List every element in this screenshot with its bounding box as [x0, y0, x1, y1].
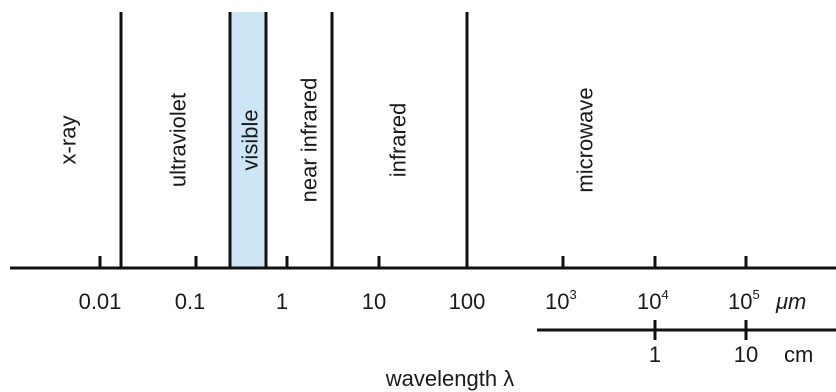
region-label-visible: visible	[238, 109, 263, 170]
region-label-near-infrared: near infrared	[297, 78, 322, 203]
tick-label-1e5-exponent: 5	[752, 287, 759, 302]
tick-label-1e3: 103	[545, 287, 577, 314]
tick-label-1e3-exponent: 3	[569, 287, 576, 302]
centimeter-ticks	[653, 320, 748, 340]
tick-label-1e4: 104	[637, 287, 669, 314]
centimeter-tick-labels: 1 10 cm	[649, 342, 813, 367]
axis-title: wavelength λ	[385, 366, 514, 391]
cm-tick-label-10: 10	[734, 342, 758, 367]
centimeter-unit-label: cm	[784, 342, 813, 367]
tick-label-1: 1	[276, 289, 288, 314]
region-label-ultraviolet: ultraviolet	[166, 93, 191, 187]
tick-label-10: 10	[362, 289, 386, 314]
micrometer-ticks	[98, 256, 748, 268]
tick-label-0-01: 0.01	[79, 289, 122, 314]
tick-label-1e5-base: 10	[728, 289, 752, 314]
cm-tick-label-1: 1	[649, 342, 661, 367]
micrometer-unit-label: μm	[775, 289, 806, 314]
tick-label-1e3-base: 10	[545, 289, 569, 314]
tick-label-1e4-exponent: 4	[661, 287, 668, 302]
tick-label-0-1: 0.1	[175, 289, 206, 314]
tick-label-100: 100	[449, 289, 486, 314]
region-labels: x-ray ultraviolet visible near infrared …	[56, 78, 598, 203]
region-label-infrared: infrared	[386, 103, 411, 178]
micrometer-tick-labels: 0.01 0.1 1 10 100 103 104 105 μm	[79, 287, 807, 314]
tick-label-1e4-base: 10	[637, 289, 661, 314]
region-label-xray: x-ray	[56, 116, 81, 165]
region-label-microwave: microwave	[573, 87, 598, 192]
tick-label-1e5: 105	[728, 287, 760, 314]
visible-band-highlight	[230, 12, 266, 268]
region-boundaries	[119, 12, 469, 268]
